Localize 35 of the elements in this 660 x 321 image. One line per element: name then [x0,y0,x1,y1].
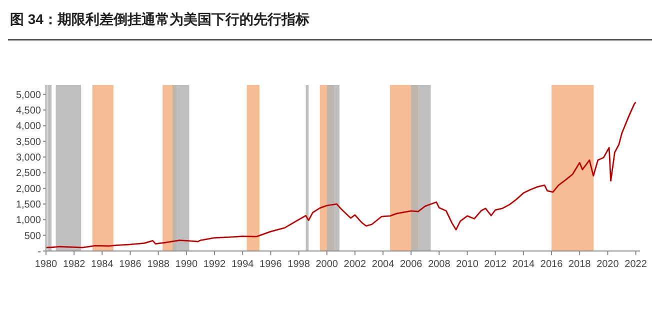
y-tick-label: 2,000 [16,184,42,195]
x-tick-label: 2018 [568,259,592,270]
y-tick-label: 3,500 [16,136,42,148]
x-tick-label: 2010 [456,259,479,270]
x-tick-label: 2006 [400,259,423,270]
x-tick-label: 1998 [288,259,310,270]
x-tick-label: 1990 [175,259,198,270]
x-tick-label: 1986 [119,259,142,270]
y-tick-label: 1,000 [16,215,42,226]
x-tick-label: 1988 [147,259,170,270]
x-tick-label: 1994 [231,259,254,270]
x-tick-label: 1996 [260,259,282,270]
x-tick-label: 2016 [540,259,564,270]
y-tick-label: - [38,246,41,258]
x-tick-label: 2000 [316,259,338,270]
x-tick-label: 2022 [624,259,648,270]
y-tick-label: 4,500 [16,106,42,117]
y-tick-label: 1,500 [16,200,42,211]
y-tick-label: 3,000 [16,152,42,164]
x-tick-label: 2004 [372,259,395,270]
y-tick-label: 500 [24,230,42,242]
x-tick-label: 2008 [428,259,451,270]
y-tick-label: 4,000 [16,121,42,132]
x-tick-label: 1992 [203,259,226,270]
x-tick-label: 1980 [34,259,58,270]
line-series [45,102,636,248]
x-tick-label: 2020 [596,259,620,270]
x-tick-label: 2012 [484,259,507,270]
chart-title: 图 34：期限利差倒挂通常为美国下行的先行指标 [10,11,310,27]
x-tick-label: 2014 [512,259,536,270]
y-tick-label: 2,500 [16,168,42,180]
x-tick-label: 2002 [344,259,366,270]
y-tick-label: 5,000 [16,90,42,101]
x-tick-label: 1984 [91,259,114,270]
x-tick-label: 1982 [62,259,86,270]
